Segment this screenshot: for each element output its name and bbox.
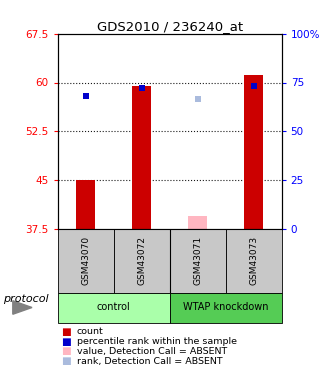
Text: ■: ■	[61, 327, 70, 337]
Bar	[226, 229, 282, 292]
Bar	[76, 180, 95, 229]
Text: percentile rank within the sample: percentile rank within the sample	[77, 337, 237, 346]
Text: value, Detection Call = ABSENT: value, Detection Call = ABSENT	[77, 347, 227, 356]
Text: ■: ■	[61, 356, 70, 366]
Bar	[58, 229, 114, 292]
Bar	[170, 229, 226, 292]
Text: GSM43071: GSM43071	[193, 236, 202, 285]
Bar	[170, 292, 282, 322]
Text: protocol: protocol	[3, 294, 49, 304]
Bar	[188, 216, 207, 229]
Text: GSM43073: GSM43073	[249, 236, 258, 285]
Text: GSM43072: GSM43072	[137, 236, 146, 285]
Bar	[58, 292, 170, 322]
Bar	[244, 75, 263, 229]
Text: ■: ■	[61, 346, 70, 356]
Text: count: count	[77, 327, 104, 336]
Text: rank, Detection Call = ABSENT: rank, Detection Call = ABSENT	[77, 357, 222, 366]
Bar	[132, 86, 151, 229]
Bar	[114, 229, 170, 292]
Text: WTAP knockdown: WTAP knockdown	[183, 303, 268, 312]
Title: GDS2010 / 236240_at: GDS2010 / 236240_at	[97, 20, 243, 33]
Polygon shape	[13, 301, 32, 314]
Text: control: control	[97, 303, 131, 312]
Text: ■: ■	[61, 337, 70, 346]
Text: GSM43070: GSM43070	[81, 236, 90, 285]
